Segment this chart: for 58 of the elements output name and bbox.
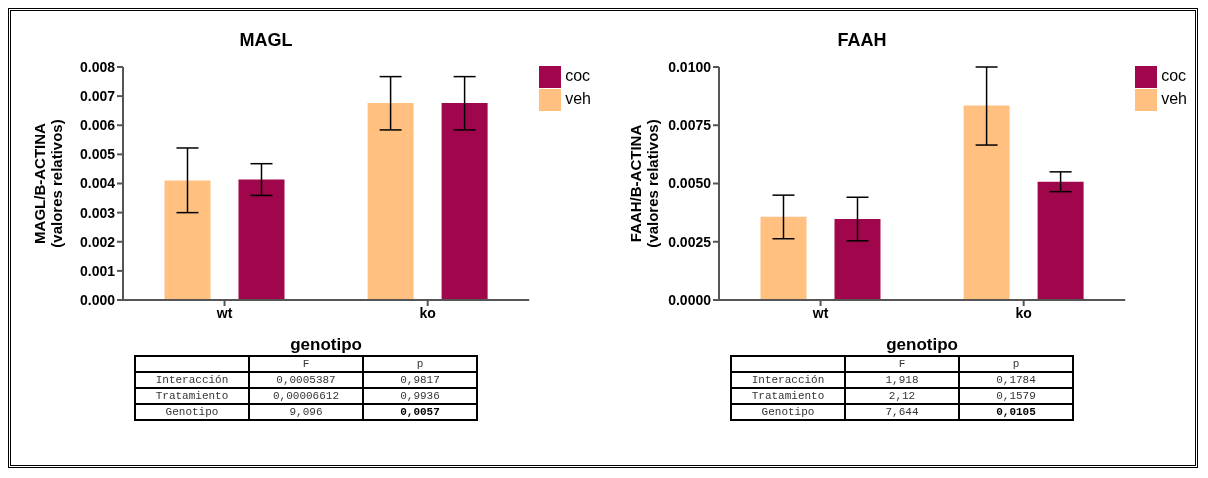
bar <box>760 216 807 300</box>
text: 7,644 <box>845 404 959 420</box>
x-tick-label: wt <box>215 304 233 321</box>
text: p <box>363 356 477 372</box>
text: 0,9936 <box>363 388 477 404</box>
text: 0,00006612 <box>249 388 363 404</box>
text: 0,9817 <box>363 372 477 388</box>
y-tick-label: 0.005 <box>79 146 116 163</box>
text: Interacción <box>731 372 845 388</box>
text: Interacción <box>135 372 249 388</box>
text: Genotipo <box>731 404 845 420</box>
y-tick-label: 0.004 <box>79 175 116 192</box>
text: 9,096 <box>249 404 363 420</box>
y-tick-label: 0.0100 <box>668 58 712 75</box>
bar <box>164 180 211 300</box>
x-axis-title: genotipo <box>290 335 362 354</box>
legend-label: coc <box>1161 67 1187 84</box>
legend-label: coc <box>565 67 591 84</box>
y-tick-label: 0.0000 <box>668 291 712 308</box>
text: F <box>249 356 363 372</box>
chart-title: FAAH <box>836 29 888 52</box>
y-tick-label: 0.0050 <box>668 175 712 192</box>
y-tick-label: 0.003 <box>79 204 116 221</box>
bar <box>441 103 488 300</box>
text: Tratamiento <box>135 388 249 404</box>
x-tick-label: wt <box>811 304 829 321</box>
text: 2,12 <box>845 388 959 404</box>
text: p <box>959 356 1073 372</box>
text: 0,1579 <box>959 388 1073 404</box>
x-tick-label: ko <box>419 304 436 321</box>
text: 0,0057 <box>363 404 477 420</box>
bar <box>834 218 881 300</box>
legend-label: veh <box>565 89 591 107</box>
text: 0,0105 <box>959 404 1073 420</box>
y-axis-title: FAAH/B-ACTINA (valores relativos) <box>627 119 661 248</box>
text: 0,1784 <box>959 372 1073 388</box>
y-tick-label: 0.006 <box>79 117 116 134</box>
bar <box>1037 181 1084 300</box>
text: Genotipo <box>135 404 249 420</box>
y-tick-label: 0.0025 <box>668 233 712 250</box>
chart-title: MAGL <box>238 29 294 52</box>
text: F <box>845 356 959 372</box>
text: Tratamiento <box>731 388 845 404</box>
x-axis-title: genotipo <box>886 335 958 354</box>
y-tick-label: 0.008 <box>79 58 116 75</box>
y-tick-label: 0.001 <box>79 262 116 279</box>
bar <box>367 103 414 300</box>
y-tick-label: 0.0075 <box>668 117 712 134</box>
y-axis-title: MAGL/B-ACTINA (valores relativos) <box>31 119 65 248</box>
y-tick-label: 0.007 <box>79 88 116 105</box>
bar <box>963 105 1010 300</box>
bar <box>238 179 285 300</box>
y-tick-label: 0.000 <box>79 291 116 308</box>
legend-label: veh <box>1161 89 1187 107</box>
text: 0,0005387 <box>249 372 363 388</box>
text: 1,918 <box>845 372 959 388</box>
y-tick-label: 0.002 <box>79 233 116 250</box>
x-tick-label: ko <box>1015 304 1032 321</box>
